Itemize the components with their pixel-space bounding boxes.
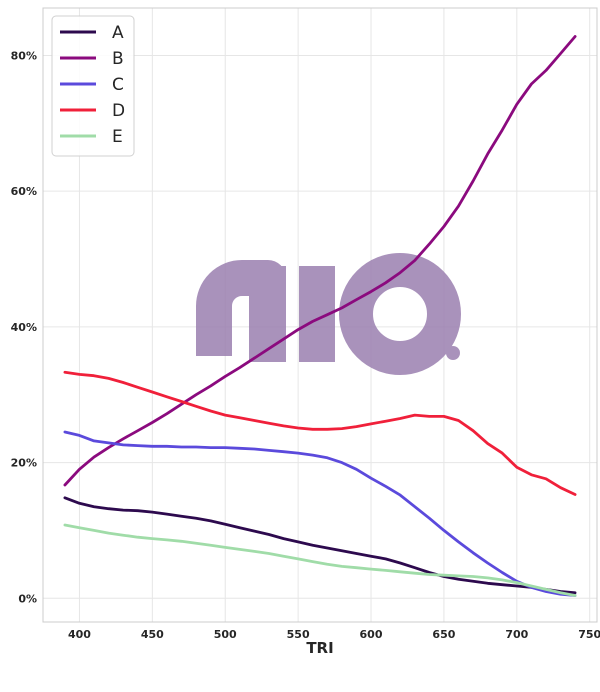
series-line-c bbox=[63, 430, 577, 597]
tick-labels: 400 450 500 550 600 650 700 750 0% 20% 40% 60% 80% bbox=[11, 49, 600, 641]
x-tick-label: 450 bbox=[141, 628, 164, 641]
x-tick-label: 600 bbox=[360, 628, 383, 641]
x-tick-label: 500 bbox=[214, 628, 237, 641]
series-line-b bbox=[63, 35, 577, 487]
plot-frame bbox=[42, 7, 598, 623]
legend-label-c: C bbox=[112, 75, 124, 95]
x-tick-label: 700 bbox=[505, 628, 528, 641]
x-axis-title: TRI bbox=[306, 639, 333, 657]
aio-watermark bbox=[196, 253, 461, 375]
y-tick-label: 20% bbox=[11, 457, 37, 470]
x-tick-label: 650 bbox=[432, 628, 455, 641]
y-tick-label: 80% bbox=[11, 49, 37, 62]
x-tick-label: 550 bbox=[287, 628, 310, 641]
y-tick-label: 60% bbox=[11, 185, 37, 198]
legend-label-d: D bbox=[112, 101, 125, 121]
legend-label-a: A bbox=[112, 23, 124, 43]
series-line-a bbox=[63, 496, 577, 595]
x-tick-label: 750 bbox=[578, 628, 600, 641]
legend-label-e: E bbox=[112, 127, 123, 147]
y-tick-label: 40% bbox=[11, 321, 37, 334]
legend-box bbox=[51, 15, 135, 157]
series-line-d bbox=[63, 370, 577, 496]
series-layer bbox=[63, 35, 577, 597]
y-tick-label: 0% bbox=[18, 592, 37, 605]
legend-label-b: B bbox=[112, 49, 124, 69]
x-tick-label: 400 bbox=[68, 628, 91, 641]
series-line-e bbox=[63, 523, 577, 597]
